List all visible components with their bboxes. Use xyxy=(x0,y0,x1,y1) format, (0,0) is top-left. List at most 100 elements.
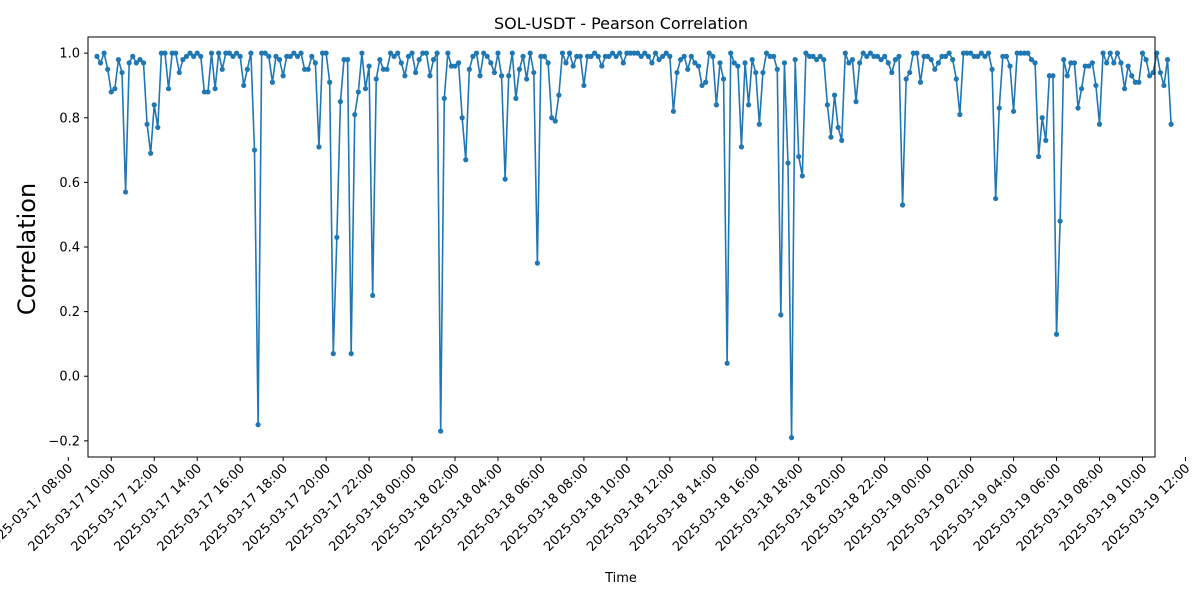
data-point xyxy=(624,50,630,56)
data-point xyxy=(853,99,859,105)
data-point xyxy=(1096,121,1103,127)
series-line xyxy=(96,52,1172,439)
data-point xyxy=(248,50,254,56)
data-point xyxy=(201,89,207,95)
data-point xyxy=(341,57,347,63)
data-point xyxy=(720,76,727,82)
data-point xyxy=(588,53,594,59)
data-point xyxy=(738,144,745,150)
data-point xyxy=(455,60,462,66)
data-point xyxy=(484,53,490,59)
data-point xyxy=(445,50,451,56)
data-point xyxy=(835,124,841,131)
data-point xyxy=(280,73,286,79)
data-point xyxy=(1129,73,1135,79)
data-point xyxy=(191,53,197,59)
data-point xyxy=(763,50,770,56)
data-point xyxy=(753,69,759,76)
data-point xyxy=(778,312,784,318)
data-point xyxy=(932,66,938,72)
data-point xyxy=(148,150,154,156)
y-axis-label: Correlation xyxy=(13,183,41,315)
data-point xyxy=(728,50,734,56)
data-point xyxy=(266,53,272,59)
data-point xyxy=(685,66,691,72)
data-point xyxy=(1061,57,1067,63)
data-point xyxy=(208,50,215,56)
data-point xyxy=(391,53,397,59)
data-point xyxy=(907,69,913,76)
x-axis-label: Time xyxy=(604,571,637,586)
data-point xyxy=(1082,63,1088,69)
data-point xyxy=(430,57,437,63)
data-point xyxy=(742,60,748,66)
data-point xyxy=(219,66,225,72)
data-point xyxy=(255,422,261,428)
data-point xyxy=(710,53,716,59)
data-point xyxy=(774,66,780,72)
data-point xyxy=(355,89,361,95)
data-point xyxy=(169,50,175,56)
data-point xyxy=(423,50,429,56)
data-point xyxy=(1089,60,1095,66)
data-point xyxy=(1018,50,1024,56)
data-point xyxy=(878,57,884,63)
data-point xyxy=(1028,57,1035,63)
data-point xyxy=(241,82,247,89)
data-point xyxy=(1125,63,1131,69)
data-point xyxy=(1100,50,1106,56)
data-point xyxy=(942,53,949,59)
data-point xyxy=(1093,82,1099,89)
data-point xyxy=(1168,121,1174,127)
data-point xyxy=(989,66,995,72)
y-tick-label: 1.0 xyxy=(59,47,80,62)
data-point xyxy=(251,147,258,153)
data-point xyxy=(319,50,326,56)
data-point xyxy=(985,50,992,56)
data-point xyxy=(882,53,888,59)
data-point xyxy=(123,189,129,195)
data-point xyxy=(953,76,959,82)
data-point xyxy=(538,53,544,59)
data-point xyxy=(957,111,963,118)
data-point xyxy=(831,92,838,98)
data-point xyxy=(839,137,845,143)
data-point xyxy=(1071,60,1078,66)
data-point xyxy=(348,351,354,357)
data-point xyxy=(577,53,583,59)
data-point xyxy=(570,63,576,69)
data-point xyxy=(498,73,505,79)
data-point xyxy=(541,53,548,59)
data-point xyxy=(441,95,447,101)
data-point xyxy=(452,63,458,69)
y-tick-label: 0.8 xyxy=(59,111,80,126)
data-point xyxy=(677,57,684,63)
data-point xyxy=(996,105,1002,111)
data-point xyxy=(259,50,265,56)
data-point xyxy=(552,118,558,124)
data-point xyxy=(613,53,619,59)
data-point xyxy=(97,60,104,66)
data-point xyxy=(427,73,433,79)
data-point xyxy=(94,53,100,59)
data-point xyxy=(824,102,830,108)
data-point xyxy=(438,428,444,434)
data-point xyxy=(592,50,598,56)
data-point xyxy=(688,53,694,59)
data-point xyxy=(645,53,651,59)
data-point xyxy=(380,66,386,72)
data-point xyxy=(860,50,866,56)
data-point xyxy=(244,66,250,72)
data-point xyxy=(1118,60,1124,66)
y-tick-label: 0.0 xyxy=(59,370,80,385)
data-point xyxy=(874,53,881,59)
data-point xyxy=(337,99,344,105)
data-point xyxy=(867,50,873,56)
plot-area xyxy=(94,50,1174,441)
data-point xyxy=(312,60,318,66)
data-point xyxy=(527,50,533,56)
data-point xyxy=(1111,60,1117,66)
data-point xyxy=(821,57,827,63)
data-point xyxy=(785,160,791,166)
data-point xyxy=(925,53,931,59)
